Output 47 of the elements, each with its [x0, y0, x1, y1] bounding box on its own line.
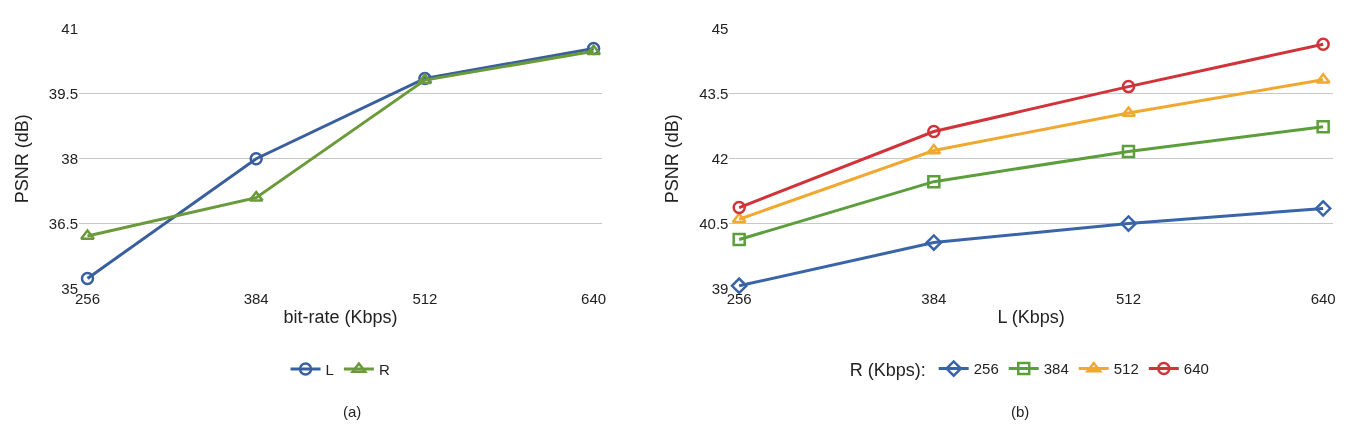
legend-label: 512	[1113, 360, 1139, 378]
y-tick-label: 36.5	[48, 214, 79, 232]
legend-title: R (Kbps):	[849, 359, 926, 380]
x-tick-label: 512	[412, 290, 438, 308]
point	[732, 232, 746, 247]
y-tick-label: 42	[711, 150, 729, 167]
point	[1316, 37, 1330, 52]
point	[1314, 200, 1332, 217]
y-tick-label: 43.5	[699, 85, 729, 103]
point	[1120, 215, 1137, 232]
y-tick-label: 39.5	[48, 85, 79, 103]
x-tick-label: 384	[921, 290, 947, 308]
x-tick-label: 640	[1310, 290, 1336, 308]
point	[1315, 72, 1331, 84]
point	[927, 174, 941, 189]
x-axis-title: bit-rate (Kbps)	[283, 307, 398, 328]
point	[731, 212, 747, 224]
point	[1121, 79, 1136, 94]
y-tick-label: 40.5	[699, 214, 729, 232]
point	[248, 190, 264, 202]
point	[79, 229, 96, 241]
point	[732, 200, 746, 215]
y-tick-label: 45	[711, 20, 729, 38]
legend-label: 640	[1183, 360, 1209, 378]
point	[80, 271, 95, 286]
y-axis-title: PSNR (dB)	[12, 114, 33, 204]
point	[249, 152, 263, 166]
y-tick-label: 39	[711, 279, 729, 297]
legend-label: L	[325, 360, 334, 378]
legend-label: 256	[973, 360, 999, 378]
text: (b)	[1011, 403, 1030, 420]
point	[925, 234, 943, 251]
legend-label: R	[378, 360, 390, 378]
y-tick-label: 41	[61, 20, 79, 38]
x-tick-label: 384	[243, 290, 269, 308]
text: (a)	[343, 403, 362, 420]
x-tick-label: 640	[581, 290, 607, 308]
y-tick-label: 38	[61, 150, 79, 167]
point	[927, 124, 941, 139]
point	[1121, 144, 1136, 159]
point	[730, 277, 748, 295]
x-tick-label: 512	[1115, 290, 1142, 308]
y-axis-title: PSNR (dB)	[662, 114, 683, 204]
point	[926, 143, 942, 155]
x-axis-title: L (Kbps)	[997, 307, 1065, 328]
point	[1316, 120, 1330, 134]
legend-label: 384	[1043, 360, 1069, 378]
